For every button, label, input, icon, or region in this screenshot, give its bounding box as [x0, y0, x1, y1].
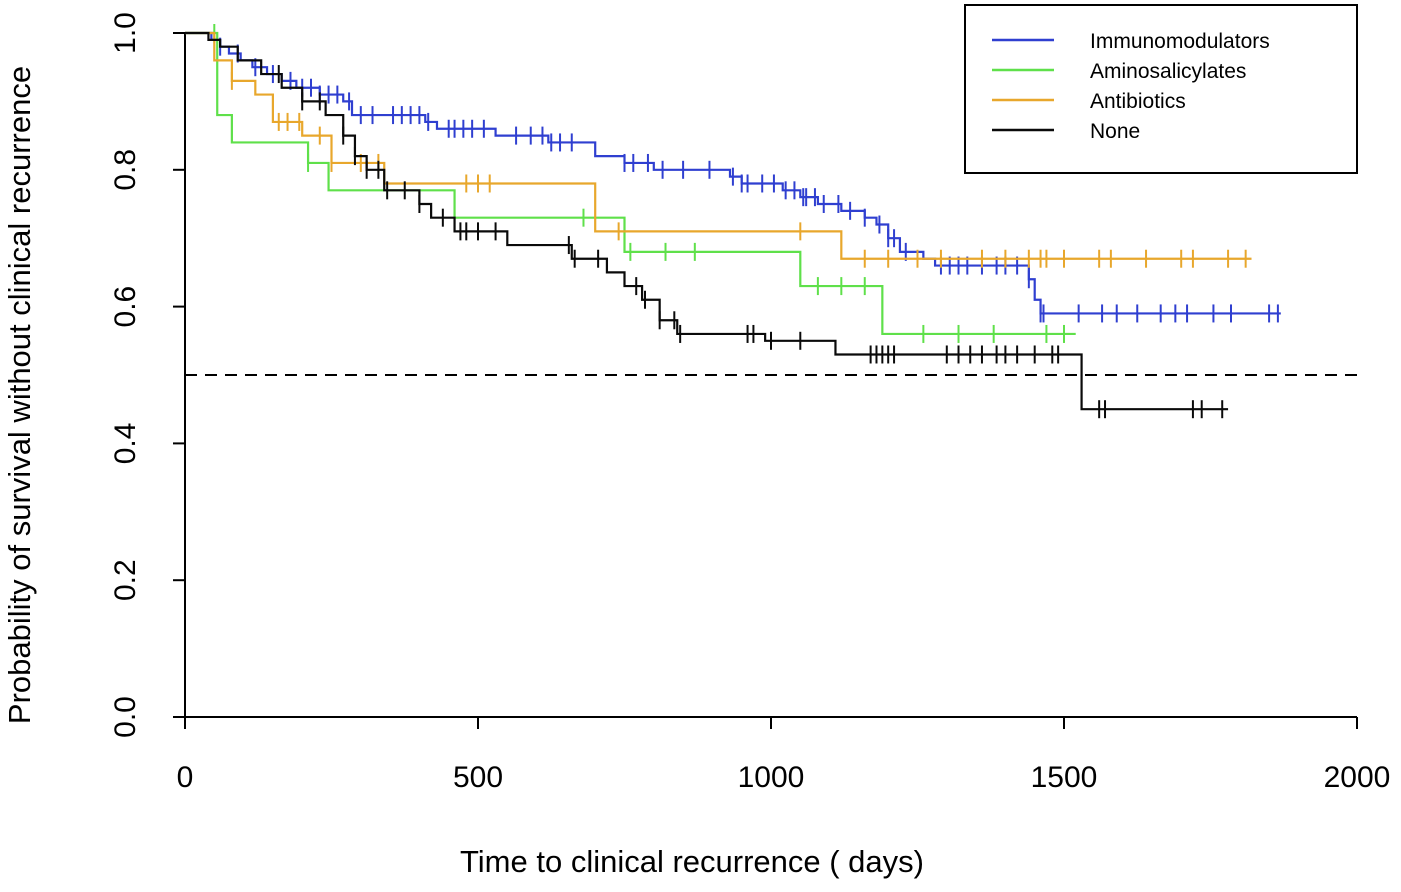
- x-axis-title: Time to clinical recurrence ( days): [460, 844, 924, 879]
- legend: Immunomodulators Aminosalicylates Antibiot…: [964, 4, 1358, 174]
- legend-label: Antibiotics: [1090, 90, 1186, 113]
- axes-layer: 0 500 1000 1500 2000 0.0 0.2 0.4 0.6 0.8 1.0: [109, 12, 1390, 794]
- legend-label: Immunomodulators: [1090, 30, 1270, 53]
- x-tick-label: 500: [453, 761, 503, 794]
- y-axis-title: Probability of survival without clinical…: [2, 66, 37, 724]
- series-layer: [185, 24, 1281, 419]
- legend-label: Aminosalicylates: [1090, 60, 1246, 83]
- legend-box: [964, 4, 1358, 174]
- y-tick-label: 0.6: [109, 286, 142, 328]
- y-tick-label: 0.4: [109, 423, 142, 465]
- x-tick-label: 1500: [1031, 761, 1098, 794]
- x-tick-label: 1000: [738, 761, 805, 794]
- series-aminosalicylates: [185, 24, 1076, 343]
- y-tick-label: 0.8: [109, 149, 142, 191]
- x-tick-label: 0: [177, 761, 194, 794]
- y-tick-label: 1.0: [109, 12, 142, 54]
- survival-curve-line: [185, 31, 1076, 336]
- y-tick-label: 0.0: [109, 696, 142, 738]
- text-layer: Time to clinical recurrence ( days) Prob…: [2, 66, 924, 879]
- series-none: [185, 31, 1229, 419]
- y-tick-label: 0.2: [109, 559, 142, 601]
- legend-label: None: [1090, 120, 1140, 143]
- series-antibiotics: [185, 31, 1252, 268]
- survival-curve-line: [185, 31, 1252, 260]
- x-tick-label: 2000: [1324, 761, 1391, 794]
